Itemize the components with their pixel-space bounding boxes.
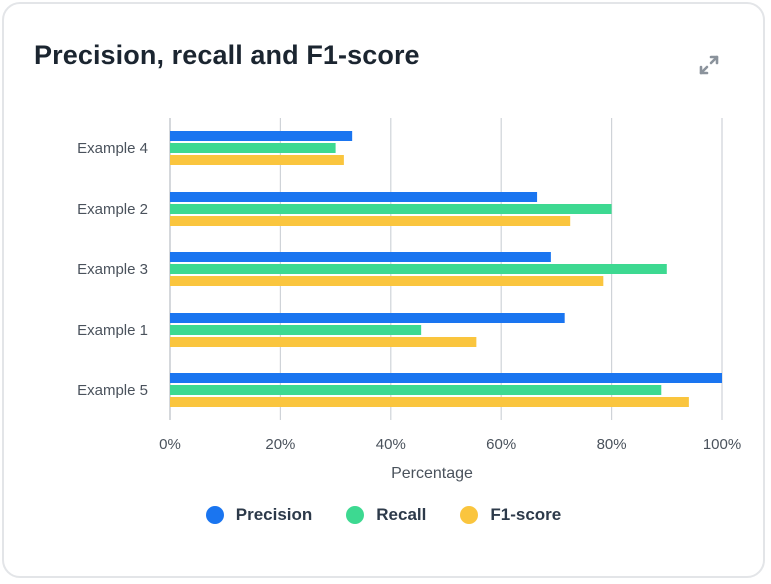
expand-button[interactable] <box>694 50 724 80</box>
bar-recall <box>170 264 667 274</box>
bar-precision <box>170 131 353 141</box>
x-tick-label: 100% <box>703 436 741 453</box>
chart-card: Precision, recall and F1-score <box>2 2 765 578</box>
x-tick-label: 60% <box>486 436 516 453</box>
category-label: Example 5 <box>77 382 148 399</box>
x-tick-label: 20% <box>265 436 295 453</box>
bar-chart: 0% 20% 40% 60% 80% 100% Percentage Example 4 Exa… <box>77 118 741 482</box>
card-title: Precision, recall and F1-score <box>34 40 420 70</box>
x-tick-label: 80% <box>597 436 627 453</box>
bar-precision <box>170 252 551 262</box>
legend-swatch-icon <box>460 506 479 524</box>
x-tick-label: 40% <box>376 436 406 453</box>
bar-f1-score <box>170 155 344 165</box>
legend-item[interactable]: F1-score <box>460 505 561 525</box>
bar-precision <box>170 313 565 323</box>
legend-label: Recall <box>376 505 427 524</box>
legend-swatch-icon <box>346 506 365 524</box>
bar-f1-score <box>170 337 477 347</box>
bar-recall <box>170 325 422 335</box>
category-label: Example 4 <box>77 140 148 157</box>
bar-f1-score <box>170 276 604 286</box>
bar-precision <box>170 373 722 383</box>
expand-arrows-icon <box>699 55 719 75</box>
bar-f1-score <box>170 397 689 407</box>
category-label: Example 1 <box>77 322 148 339</box>
x-tick-label: 0% <box>159 436 181 453</box>
legend-item[interactable]: Recall <box>346 505 426 525</box>
bar-recall <box>170 385 662 395</box>
legend-label: Precision <box>235 505 313 524</box>
x-axis-title: Percentage <box>391 465 473 482</box>
category-label: Example 3 <box>77 261 148 278</box>
category-label: Example 2 <box>77 201 148 218</box>
legend-swatch-icon <box>205 506 224 524</box>
bar-f1-score <box>170 216 571 226</box>
bar-recall <box>170 204 612 214</box>
bar-precision <box>170 192 538 202</box>
chart-legend: Precision Recall F1-score <box>0 505 767 525</box>
bar-recall <box>170 143 336 153</box>
legend-label: F1-score <box>490 505 562 524</box>
legend-item[interactable]: Precision <box>205 505 313 525</box>
